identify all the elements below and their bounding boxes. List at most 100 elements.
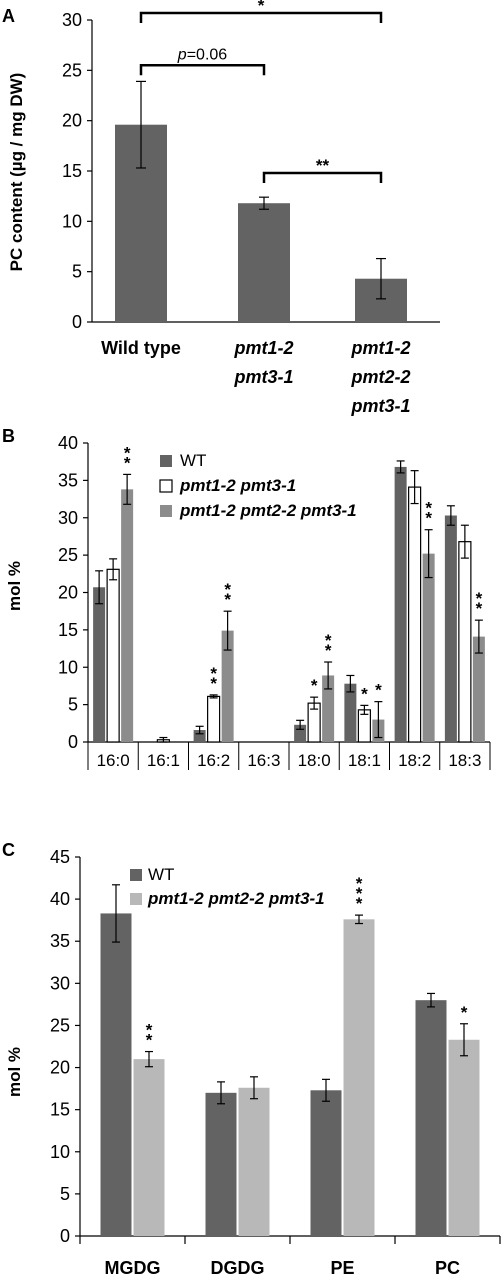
panel-c-bar: [415, 1000, 447, 1236]
panel-a-y-tick-label: 20: [62, 111, 82, 131]
panel-b-significance: **: [476, 589, 483, 618]
panel-b-significance: **: [224, 580, 231, 609]
panel-b-y-tick-label: 15: [58, 620, 78, 640]
panel-c-bar: [238, 1087, 270, 1236]
panel-a-y-tick-label: 25: [62, 60, 82, 80]
panel-c-significance-star: *: [146, 1021, 153, 1040]
panel-b-significance: **: [210, 664, 217, 693]
panel-b-x-tick-label: 16:2: [197, 751, 230, 770]
panel-b-bar: [193, 730, 206, 742]
panel-b-bar: [93, 587, 106, 742]
panel-a-significance-label: **: [316, 156, 330, 175]
panel-b-legend-label: pmt1-2 pmt3-1: [179, 476, 296, 495]
panel-a-x-tick-label: Wild type: [101, 338, 181, 358]
panel-c-legend-swatch: [130, 869, 142, 881]
panel-c-y-tick-label: 35: [50, 931, 70, 951]
panel-b-y-tick-label: 35: [58, 470, 78, 490]
panel-a-y-tick-label: 30: [62, 10, 82, 30]
panel-a-x-tick-label: pmt1-2: [233, 338, 293, 358]
panel-c-x-tick-label: PC: [435, 1258, 460, 1278]
panel-b-x-tick-label: 18:3: [448, 751, 481, 770]
panel-c-bar: [310, 1090, 342, 1236]
panel-a-bar: [238, 203, 290, 322]
panel-b-significance-star: *: [425, 509, 432, 528]
panel-b-legend-label: WT: [180, 451, 206, 470]
panel-c-y-axis-label: mol %: [5, 1047, 24, 1097]
panel-b-significance-star: *: [210, 664, 217, 683]
panel-b-bar: [472, 636, 485, 742]
panel-b-significance-star: *: [124, 453, 131, 472]
panel-a-x-tick-label: pmt3-1: [233, 367, 293, 387]
panel-c-bar: [100, 913, 132, 1236]
p-symbol: p: [177, 46, 187, 63]
panel-c-significance-star: *: [146, 1031, 153, 1050]
panel-b-bar: [106, 568, 120, 743]
panel-b-bar: [221, 630, 234, 742]
panel-a-p-value: p=0.06: [177, 46, 227, 63]
panel-b-y-tick-label: 25: [58, 545, 78, 565]
panel-b-significance: *: [375, 681, 382, 700]
panel-c-bar: [133, 1059, 165, 1236]
panel-b-y-tick-label: 40: [58, 433, 78, 453]
panel-b-legend-swatch: [160, 505, 172, 517]
panel-a-significance-bracket: [262, 171, 383, 184]
panel-b-significance-star: *: [224, 580, 231, 599]
panel-b-bar: [422, 553, 435, 742]
panel-b-x-tick-label: 18:1: [348, 751, 381, 770]
panel-c-significance: *: [461, 1003, 468, 1022]
panel-b-significance-star: *: [325, 631, 332, 650]
panel-c-bar: [448, 1039, 480, 1236]
panel-b-y-tick-label: 10: [58, 657, 78, 677]
panel-a-significance-bracket: [139, 11, 383, 23]
panel-b-y-tick-label: 5: [68, 695, 78, 715]
panel-a-significance-label: *: [258, 0, 265, 15]
panel-c-y-tick-label: 20: [50, 1058, 70, 1078]
panel-b-bar: [444, 515, 457, 742]
panel-b-significance-star: *: [224, 590, 231, 609]
panel-b-legend-swatch: [160, 455, 172, 467]
panel-a-x-tick-label: pmt1-2: [350, 338, 410, 358]
panel-b-bar: [458, 541, 472, 743]
panel-a: A PC content (µg / mg DW) 0 5 10 15 20 25 30 Wi…: [2, 0, 440, 416]
panel-c-significance-star: *: [356, 884, 363, 903]
panel-b-letter: B: [2, 426, 15, 446]
panel-c-x-tick-label: DGDG: [211, 1258, 265, 1278]
panel-b-significance: *: [361, 684, 368, 703]
panel-b-significance-star: *: [361, 684, 368, 703]
panel-c-letter: C: [2, 840, 15, 860]
panel-b-bar: [322, 675, 335, 742]
panel-b-legend-label: pmt1-2 pmt2-2 pmt3-1: [179, 501, 357, 520]
panel-b-bar: [344, 683, 357, 742]
panel-c-x-tick-label: PE: [330, 1258, 354, 1278]
panel-b-significance-star: *: [375, 681, 382, 700]
panel-b-bar: [207, 695, 221, 743]
panel-c-significance-star: *: [461, 1003, 468, 1022]
panel-b-bar: [408, 486, 422, 743]
panel-c-y-tick-label: 10: [50, 1142, 70, 1162]
panel-c-bar: [343, 919, 375, 1236]
panel-a-y-tick-label: 15: [62, 161, 82, 181]
panel-b-y-tick-label: 0: [68, 732, 78, 752]
panel-b-x-tick-label: 18:0: [298, 751, 331, 770]
panel-c-significance: ***: [356, 874, 363, 913]
panel-b-x-tick-label: 18:2: [398, 751, 431, 770]
panel-a-x-tick-label: pmt2-2: [350, 367, 410, 387]
panel-b-significance-star: *: [476, 589, 483, 608]
panel-c-x-tick-label: MGDG: [105, 1258, 161, 1278]
panel-b-x-tick-label: 16:1: [147, 751, 180, 770]
panel-c-significance: **: [146, 1021, 153, 1050]
panel-b-significance-star: *: [476, 599, 483, 618]
panel-a-letter: A: [2, 6, 15, 26]
panel-b-y-axis-label: mol %: [5, 561, 24, 611]
panel-b-significance: **: [124, 443, 131, 472]
panel-a-y-axis-label: PC content (µg / mg DW): [7, 73, 26, 272]
panel-b-legend-swatch: [159, 479, 173, 493]
panel-b-x-tick-label: 16:3: [247, 751, 280, 770]
panel-b-significance: **: [325, 631, 332, 660]
panel-c-legend-label: WT: [148, 865, 174, 884]
panel-b-significance-star: *: [311, 676, 318, 695]
panel-b-bar: [394, 466, 407, 742]
